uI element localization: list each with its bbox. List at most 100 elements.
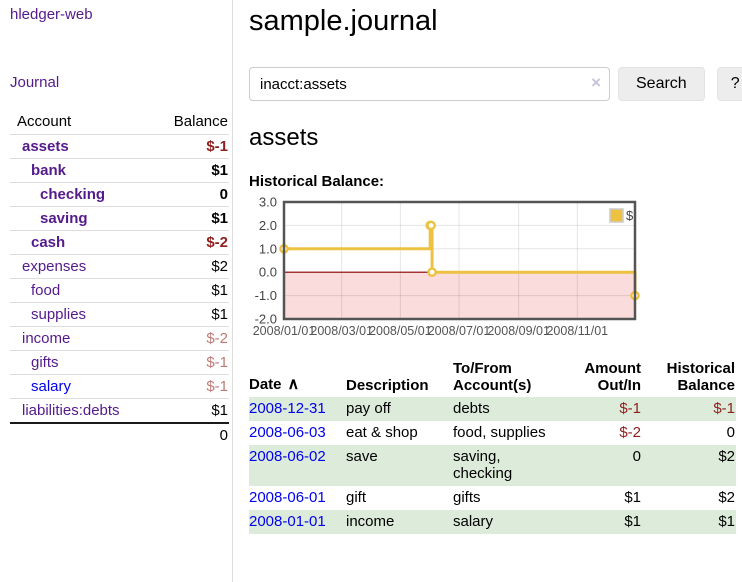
account-balance: $1 <box>150 278 229 303</box>
transaction-amount: $1 <box>624 512 641 530</box>
app-brand-link[interactable]: hledger-web <box>10 6 93 23</box>
account-row: food $1 <box>10 278 229 303</box>
svg-text:1.0: 1.0 <box>259 241 277 256</box>
account-row: salary $-1 <box>10 374 229 399</box>
transaction-amount: $1 <box>624 488 641 506</box>
account-row: bank $1 <box>10 158 229 183</box>
transaction-amount: 0 <box>632 447 641 465</box>
svg-text:0.0: 0.0 <box>259 264 277 279</box>
account-link[interactable]: supplies <box>31 306 87 323</box>
account-balance: $-1 <box>150 134 229 159</box>
account-balance: $1 <box>150 206 229 231</box>
transaction-date-link[interactable]: 2008-06-03 <box>249 423 326 441</box>
sidebar: hledger-web Journal Account Balance asse… <box>0 0 233 582</box>
account-balance: $1 <box>150 158 229 183</box>
register-row: 2008-12-31 pay off debts $-1 $-1 <box>249 396 736 421</box>
account-row: cash $-2 <box>10 230 229 255</box>
account-row: gifts $-1 <box>10 350 229 375</box>
transaction-balance: $-1 <box>713 399 735 417</box>
accounts-total-balance: 0 <box>150 422 229 447</box>
account-link[interactable]: gifts <box>31 354 59 371</box>
account-link[interactable]: food <box>31 282 61 299</box>
account-row: liabilities:debts $1 <box>10 398 229 423</box>
transaction-balance: $2 <box>718 488 735 506</box>
accounts-header-balance: Balance <box>150 110 229 135</box>
svg-text:2008/01/01: 2008/01/01 <box>253 324 316 338</box>
svg-text:2008/07/01: 2008/07/01 <box>428 324 491 338</box>
page-title: sample.journal <box>249 5 438 37</box>
account-balance: $-2 <box>150 326 229 351</box>
register-row: 2008-01-01 income salary $1 $1 <box>249 509 736 534</box>
main-content: sample.journal × Search ? assets Histori… <box>233 0 742 582</box>
register-header-date: Date ∧ <box>249 375 300 393</box>
register-header-historical: Historical Balance <box>666 359 735 394</box>
account-link[interactable]: expenses <box>22 258 87 275</box>
transaction-balance: $2 <box>718 447 735 465</box>
transaction-balance: 0 <box>726 423 735 441</box>
register-header-amount: Amount Out/In <box>584 359 641 394</box>
account-balance: $-1 <box>150 374 229 399</box>
transaction-date-link[interactable]: 2008-12-31 <box>249 399 326 417</box>
sidebar-item-journal[interactable]: Journal <box>10 74 60 91</box>
svg-text:2008/03/01: 2008/03/01 <box>310 324 373 338</box>
account-link[interactable]: saving <box>40 210 88 227</box>
account-link[interactable]: income <box>22 330 71 347</box>
account-link[interactable]: salary <box>31 378 72 395</box>
account-link[interactable]: bank <box>31 162 67 179</box>
register-row: 2008-06-03 eat & shop food, supplies $-2 0 <box>249 421 736 445</box>
account-row: supplies $1 <box>10 302 229 327</box>
svg-text:2008/11/01: 2008/11/01 <box>546 324 608 338</box>
account-link[interactable]: liabilities:debts <box>22 402 120 419</box>
chart-title: Historical Balance: <box>249 172 385 190</box>
transaction-description: income <box>346 512 395 530</box>
register-table: Date ∧ Description To/From Account(s) Amount… <box>249 358 736 534</box>
register-header-row: Date ∧ Description To/From Account(s) Amount… <box>249 358 736 397</box>
transaction-accounts: food, supplies <box>453 423 546 441</box>
account-balance: $-2 <box>150 230 229 255</box>
transaction-description: pay off <box>346 399 391 417</box>
register-row: 2008-06-01 gift gifts $1 $2 <box>249 486 736 510</box>
chart-legend: $ <box>607 205 634 225</box>
account-link[interactable]: cash <box>31 234 66 251</box>
search-button[interactable]: Search <box>618 67 705 102</box>
transaction-amount: $-1 <box>619 399 641 417</box>
account-heading: assets <box>249 124 319 152</box>
account-balance: $-1 <box>150 350 229 375</box>
account-link[interactable]: checking <box>40 186 106 203</box>
account-balance: $2 <box>150 254 229 279</box>
svg-text:3.0: 3.0 <box>259 197 277 210</box>
svg-text:2.0: 2.0 <box>259 218 277 233</box>
transaction-description: gift <box>346 488 367 506</box>
transaction-accounts: salary <box>453 512 494 530</box>
svg-text:2008/05/01: 2008/05/01 <box>369 324 432 338</box>
transaction-description: save <box>346 447 378 465</box>
svg-text:2008/09/01: 2008/09/01 <box>487 324 550 338</box>
account-balance: $1 <box>150 302 229 327</box>
historical-balance-chart[interactable]: 3.0 2.0 1.0 0.0 -1.0 -2.02008/01/012008/03/01… <box>249 197 649 347</box>
transaction-accounts: debts <box>453 399 490 417</box>
account-row: assets $-1 <box>10 134 229 159</box>
register-row: 2008-06-02 save saving, checking 0 $2 <box>249 444 736 486</box>
transaction-description: eat & shop <box>346 423 418 441</box>
account-link[interactable]: assets <box>22 138 69 155</box>
accounts-rows: assets $-1 bank $1 checking 0 saving $1 cash $-2 e… <box>10 134 229 447</box>
search-input[interactable] <box>249 67 610 102</box>
svg-text:-2.0: -2.0 <box>255 311 277 326</box>
clear-search-icon[interactable]: × <box>591 73 601 93</box>
svg-text:$: $ <box>626 208 634 223</box>
register-rows: 2008-12-31 pay off debts $-1 $-1 2008-06-03 ea… <box>249 396 736 534</box>
transaction-date-link[interactable]: 2008-06-02 <box>249 447 326 465</box>
transaction-date-link[interactable]: 2008-06-01 <box>249 488 326 506</box>
accounts-total-row: 0 <box>10 422 229 447</box>
transaction-balance: $1 <box>718 512 735 530</box>
help-button[interactable]: ? <box>716 67 742 102</box>
register-header-description: Description <box>346 376 429 394</box>
search-form: × Search ? <box>249 67 742 102</box>
svg-text:-1.0: -1.0 <box>255 288 277 303</box>
register-header-to-from: To/From Account(s) <box>453 359 532 394</box>
account-row: expenses $2 <box>10 254 229 279</box>
transaction-amount: $-2 <box>619 423 641 441</box>
account-row: saving $1 <box>10 206 229 231</box>
transaction-date-link[interactable]: 2008-01-01 <box>249 512 326 530</box>
